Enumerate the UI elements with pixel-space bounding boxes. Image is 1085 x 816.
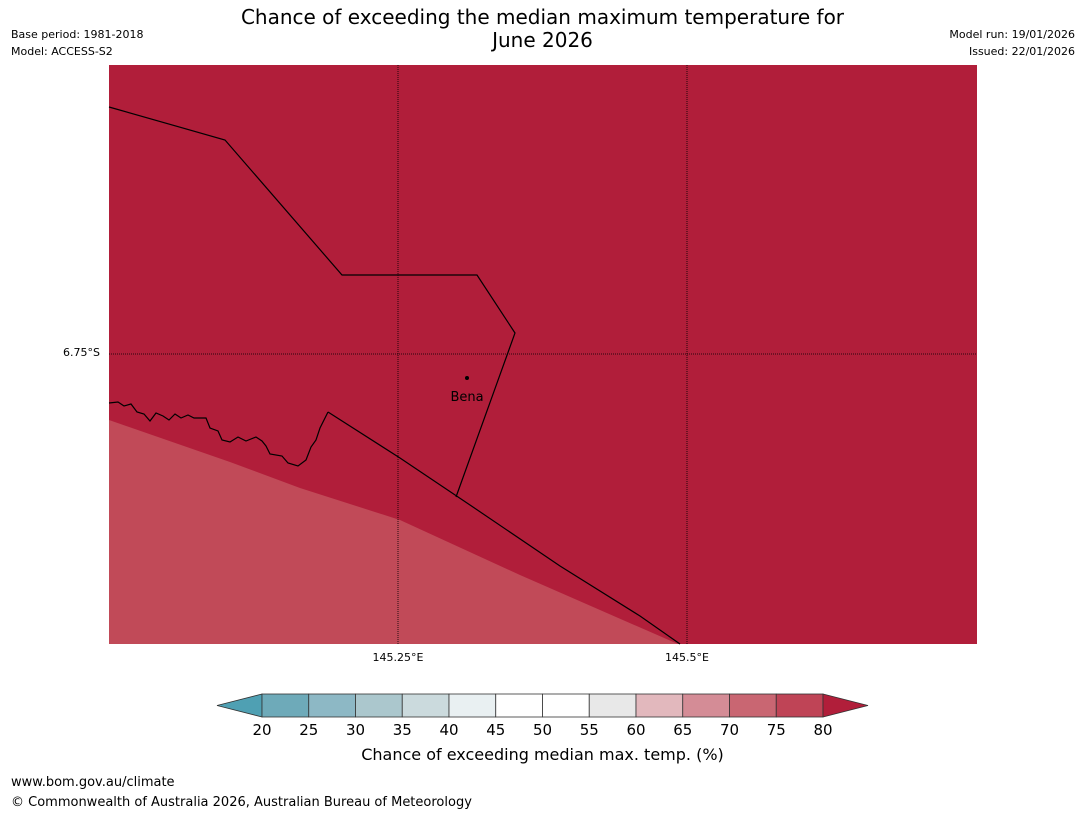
colorbar-tick-label: 80 (813, 721, 832, 739)
colorbar-extend-low (216, 693, 263, 718)
colorbar-segment (542, 693, 590, 718)
town-label: Bena (450, 390, 483, 405)
colorbar-tick-label: 25 (299, 721, 318, 739)
province-boundary (108, 106, 516, 498)
colorbar-segment (495, 693, 543, 718)
colorbar-segment (448, 693, 497, 718)
colorbar-segment (308, 693, 356, 718)
colorbar-segment (775, 693, 824, 718)
title-line-1: Chance of exceeding the median maximum t… (240, 5, 845, 29)
colorbar-segment (635, 693, 684, 718)
colorbar-tick-label: 45 (486, 721, 505, 739)
title-line-2: June 2026 (492, 28, 593, 52)
footer-copyright: © Commonwealth of Australia 2026, Austra… (11, 795, 472, 810)
colorbar-segment (355, 693, 403, 718)
town-marker (465, 376, 469, 380)
colorbar-segment (588, 693, 637, 718)
colorbar: 20 25 30 35 40 45 50 55 60 65 70 75 80 (216, 693, 869, 739)
longitude-label-1: 145.25°E (372, 651, 424, 664)
colorbar-tick-label: 35 (393, 721, 412, 739)
coastline (108, 401, 329, 467)
southern-boundary (327, 411, 681, 645)
map-title: Chance of exceeding the median maximum t… (200, 6, 885, 52)
colorbar-tick-label: 65 (673, 721, 692, 739)
colorbar-extend-high (822, 693, 869, 718)
model-name: Model: ACCESS-S2 (11, 45, 113, 58)
issued-date: Issued: 22/01/2026 (968, 45, 1075, 58)
colorbar-tick-label: 55 (580, 721, 599, 739)
colorbar-tick-label: 30 (346, 721, 365, 739)
probability-fill-band (109, 420, 678, 644)
meta-right: Model run: 19/01/2026 Issued: 22/01/2026 (949, 26, 1075, 60)
colorbar-tick-label: 40 (439, 721, 458, 739)
colorbar-segment (729, 693, 777, 718)
footer-url[interactable]: www.bom.gov.au/climate (11, 775, 175, 790)
colorbar-tick-label: 60 (626, 721, 645, 739)
colorbar-tick-label: 50 (533, 721, 552, 739)
colorbar-tick-label: 20 (252, 721, 271, 739)
base-period: Base period: 1981-2018 (11, 28, 144, 41)
colorbar-segment (682, 693, 730, 718)
colorbar-segment (261, 693, 310, 718)
latitude-label: 6.75°S (63, 346, 100, 359)
meta-left: Base period: 1981-2018 Model: ACCESS-S2 (11, 26, 143, 60)
model-run: Model run: 19/01/2026 (949, 28, 1075, 41)
colorbar-tick-label: 70 (720, 721, 739, 739)
colorbar-segment (401, 693, 450, 718)
colorbar-label: Chance of exceeding median max. temp. (%… (361, 745, 724, 764)
longitude-label-2: 145.5°E (665, 651, 709, 664)
colorbar-tick-label: 75 (767, 721, 786, 739)
